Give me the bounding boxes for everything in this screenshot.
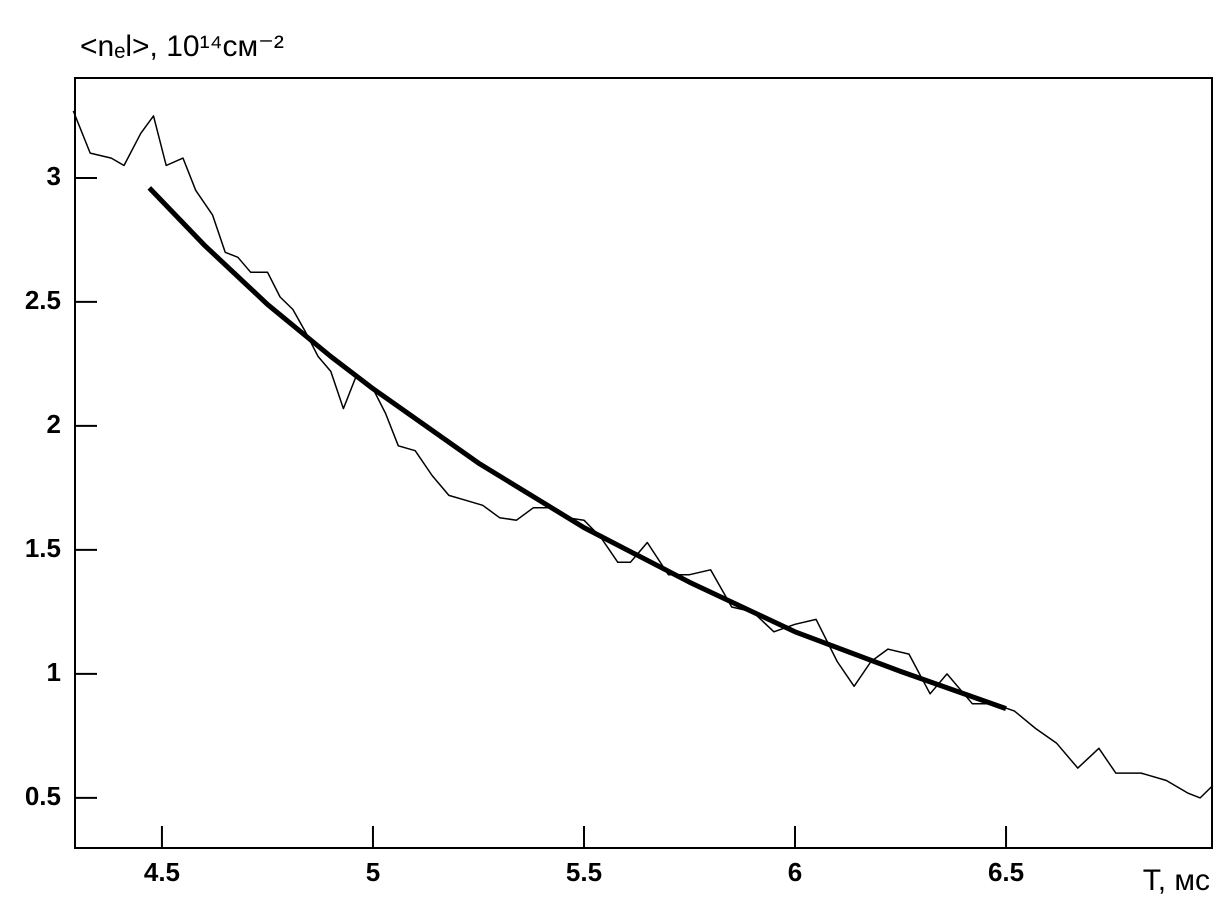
x-tick-label: 5.5 bbox=[566, 857, 602, 887]
x-tick-label: 4.5 bbox=[144, 857, 180, 887]
y-tick-label: 0.5 bbox=[25, 781, 61, 811]
data-line bbox=[147, 186, 1007, 711]
y-tick-label: 1.5 bbox=[25, 533, 61, 563]
y-tick-label: 2.5 bbox=[25, 285, 61, 315]
plot-frame bbox=[74, 77, 1213, 849]
y-axis-title: <nₑl>, 10¹⁴см⁻² bbox=[80, 30, 284, 63]
x-tick-label: 6 bbox=[788, 857, 802, 887]
x-tick-label: 5 bbox=[366, 857, 380, 887]
y-tick-label: 1 bbox=[47, 657, 61, 687]
y-tick-label: 2 bbox=[47, 409, 61, 439]
y-tick-label: 3 bbox=[47, 161, 61, 191]
data-line bbox=[72, 110, 1214, 799]
x-tick-label: 6.5 bbox=[988, 857, 1024, 887]
x-axis-title: T, мс bbox=[1143, 864, 1210, 897]
